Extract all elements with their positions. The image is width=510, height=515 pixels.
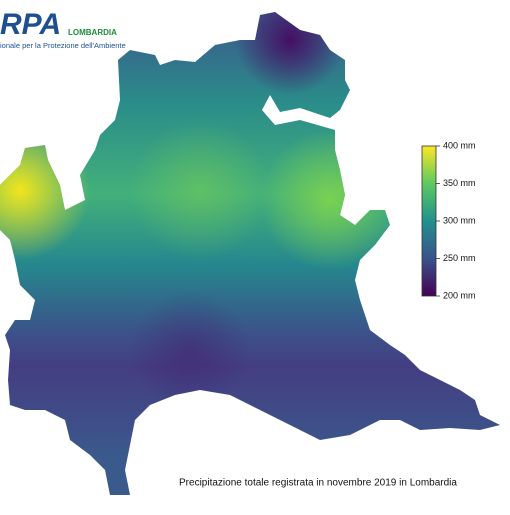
colorbar-label: 400 mm [443, 140, 476, 150]
colorbar-label: 350 mm [443, 178, 476, 188]
colorbar [421, 145, 437, 297]
colorbar-label: 250 mm [443, 253, 476, 263]
logo-tagline: ionale per la Protezione dell'Ambiente [0, 41, 126, 50]
caption: Precipitazione totale registrata in nove… [179, 478, 457, 489]
logo-mark: RPA [0, 8, 61, 41]
colorbar-label: 300 mm [443, 215, 476, 225]
logo-name: LOMBARDIA [68, 28, 117, 37]
colorbar-label: 200 mm [443, 290, 476, 300]
